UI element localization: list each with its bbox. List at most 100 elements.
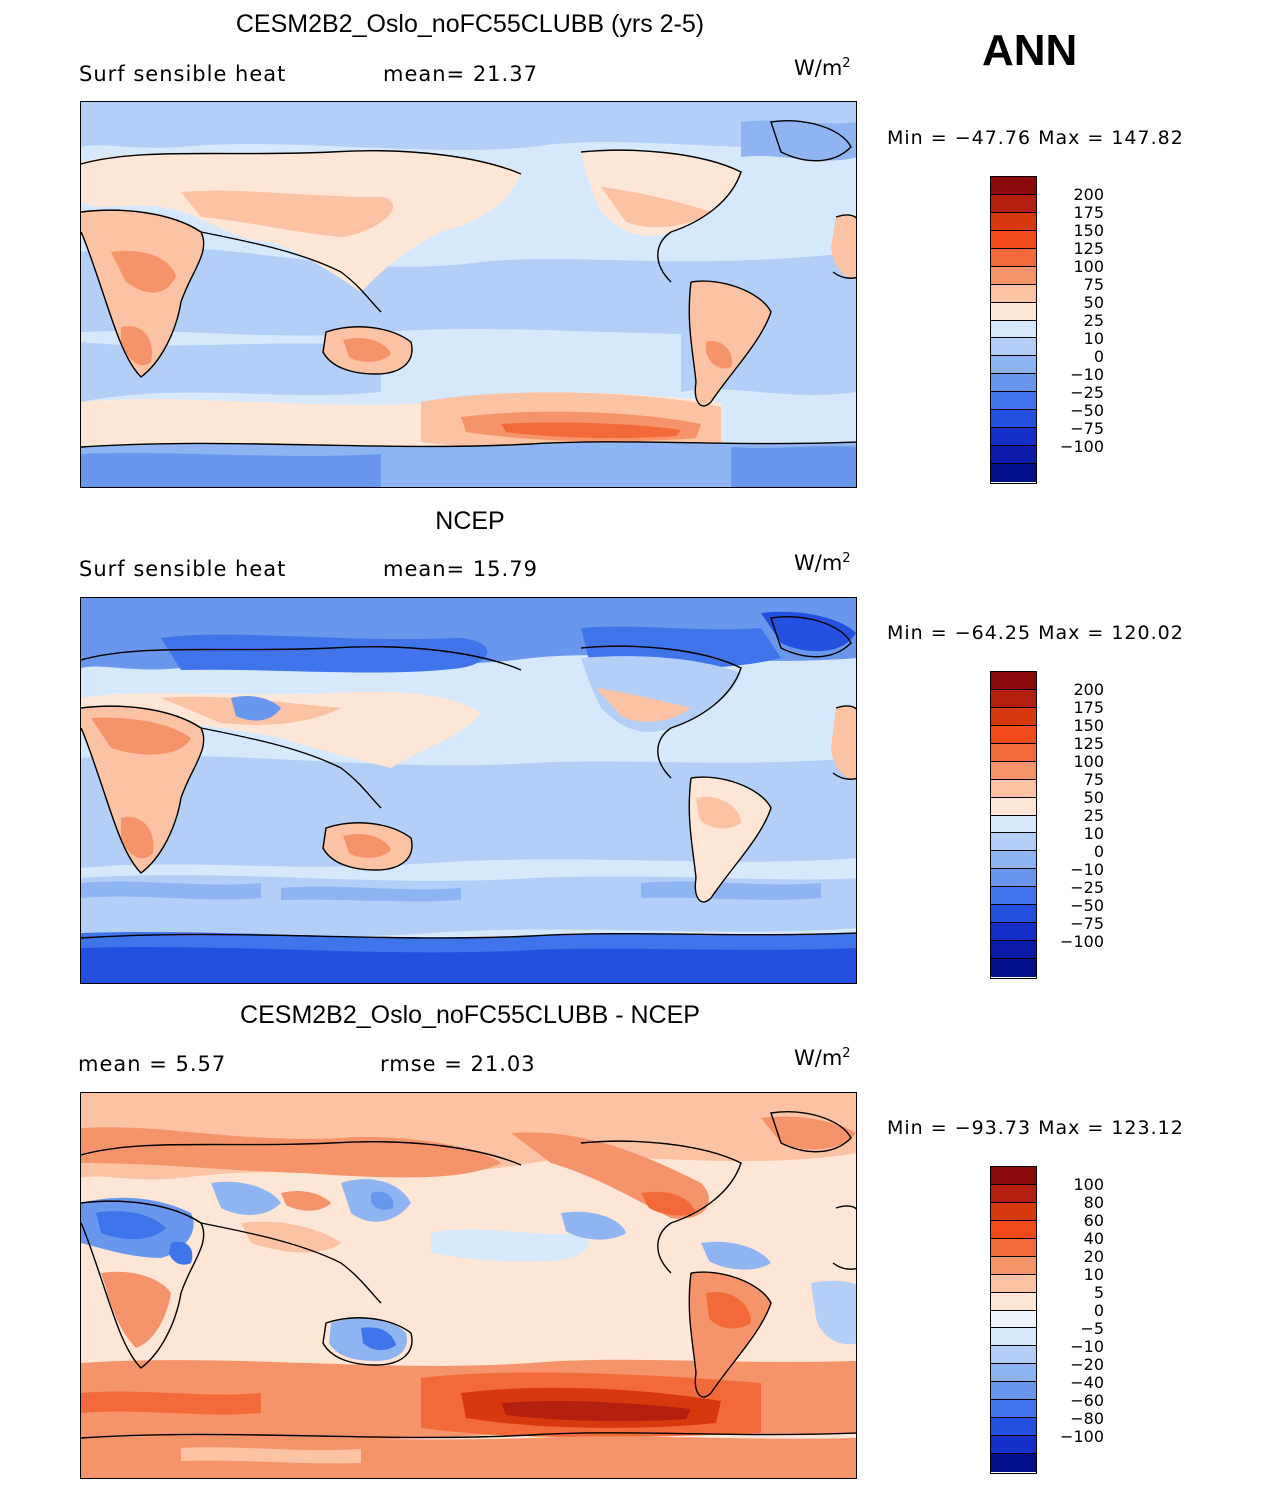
colorbar-tick-label: 25 bbox=[1083, 311, 1104, 331]
colorbar-swatch bbox=[991, 320, 1036, 339]
colorbar-tick-label: −50 bbox=[1070, 895, 1104, 915]
colorbar-tick-label: 125 bbox=[1073, 239, 1104, 259]
colorbar-tick-label: 100 bbox=[1073, 257, 1104, 277]
colorbar-tick-label: 50 bbox=[1083, 788, 1104, 808]
colorbar-swatch bbox=[991, 779, 1036, 798]
colorbar-swatch bbox=[991, 851, 1036, 870]
colorbar-swatch bbox=[991, 1256, 1036, 1275]
panel-2-title: NCEP bbox=[435, 507, 505, 535]
panel-1-map bbox=[80, 101, 857, 488]
colorbar-swatch bbox=[991, 833, 1036, 852]
colorbar-tick-label: 200 bbox=[1073, 185, 1104, 205]
panel-3-colorbar bbox=[990, 1166, 1037, 1474]
colorbar-swatch bbox=[991, 923, 1036, 942]
colorbar-tick-label: −100 bbox=[1060, 931, 1104, 951]
panel-2-units: W/m2 bbox=[794, 551, 851, 575]
panel-1-units: W/m2 bbox=[794, 56, 851, 80]
colorbar-tick-label: 75 bbox=[1083, 770, 1104, 790]
panel-3-mean-label: mean = 5.57 bbox=[78, 1052, 227, 1076]
colorbar-swatch bbox=[991, 212, 1036, 231]
colorbar-tick-label: −80 bbox=[1070, 1408, 1104, 1428]
colorbar-swatch bbox=[991, 1400, 1036, 1419]
panel-1-variable-label: Surf sensible heat bbox=[79, 62, 287, 86]
colorbar-swatch bbox=[991, 1220, 1036, 1239]
panel-1-minmax: Min = −47.76 Max = 147.82 bbox=[887, 127, 1184, 149]
colorbar-swatch bbox=[991, 1167, 1036, 1185]
panel-2-minmax: Min = −64.25 Max = 120.02 bbox=[887, 622, 1184, 644]
colorbar-tick-label: 150 bbox=[1073, 221, 1104, 241]
colorbar-tick-label: 10 bbox=[1083, 328, 1104, 348]
colorbar-tick-label: −100 bbox=[1060, 1426, 1104, 1446]
colorbar-tick-label: 0 bbox=[1093, 1301, 1104, 1321]
colorbar-swatch bbox=[991, 869, 1036, 888]
colorbar-swatch bbox=[991, 1202, 1036, 1221]
colorbar-tick-label: 10 bbox=[1083, 823, 1104, 843]
colorbar-tick-label: 75 bbox=[1083, 275, 1104, 295]
panel-1-mean-label: mean= 21.37 bbox=[383, 62, 538, 86]
colorbar-tick-label: 100 bbox=[1073, 752, 1104, 772]
colorbar-swatch bbox=[991, 302, 1036, 321]
colorbar-tick-label: −20 bbox=[1070, 1354, 1104, 1374]
colorbar-swatch bbox=[991, 464, 1036, 482]
panel-3-minmax: Min = −93.73 Max = 123.12 bbox=[887, 1117, 1184, 1139]
colorbar-swatch bbox=[991, 1184, 1036, 1203]
colorbar-swatch bbox=[991, 1274, 1036, 1293]
colorbar-tick-label: 175 bbox=[1073, 698, 1104, 718]
colorbar-tick-label: −40 bbox=[1070, 1372, 1104, 1392]
colorbar-tick-label: 80 bbox=[1083, 1193, 1104, 1213]
colorbar-swatch bbox=[991, 410, 1036, 429]
colorbar-tick-label: −25 bbox=[1070, 382, 1104, 402]
colorbar-swatch bbox=[991, 392, 1036, 411]
colorbar-swatch bbox=[991, 743, 1036, 762]
colorbar-tick-label: −10 bbox=[1070, 364, 1104, 384]
colorbar-tick-label: −75 bbox=[1070, 913, 1104, 933]
panel-1-colorbar bbox=[990, 176, 1037, 484]
colorbar-tick-label: 25 bbox=[1083, 806, 1104, 826]
colorbar-tick-label: 50 bbox=[1083, 293, 1104, 313]
panel-2-variable-label: Surf sensible heat bbox=[79, 557, 287, 581]
colorbar-swatch bbox=[991, 1310, 1036, 1329]
colorbar-tick-label: 40 bbox=[1083, 1229, 1104, 1249]
colorbar-tick-label: 0 bbox=[1093, 346, 1104, 366]
colorbar-tick-label: −10 bbox=[1070, 859, 1104, 879]
colorbar-swatch bbox=[991, 887, 1036, 906]
colorbar-swatch bbox=[991, 959, 1036, 977]
colorbar-swatch bbox=[991, 177, 1036, 195]
colorbar-tick-label: 0 bbox=[1093, 841, 1104, 861]
panel-3-map bbox=[80, 1092, 857, 1479]
colorbar-swatch bbox=[991, 1382, 1036, 1401]
colorbar-swatch bbox=[991, 266, 1036, 285]
colorbar-tick-label: −60 bbox=[1070, 1390, 1104, 1410]
colorbar-swatch bbox=[991, 1238, 1036, 1257]
panel-1-title: CESM2B2_Oslo_noFC55CLUBB (yrs 2-5) bbox=[235, 10, 705, 38]
colorbar-tick-label: 60 bbox=[1083, 1211, 1104, 1231]
colorbar-swatch bbox=[991, 1328, 1036, 1347]
colorbar-tick-label: 175 bbox=[1073, 203, 1104, 223]
colorbar-swatch bbox=[991, 1436, 1036, 1454]
colorbar-tick-label: −5 bbox=[1080, 1318, 1104, 1338]
panel-3-units: W/m2 bbox=[794, 1046, 851, 1070]
colorbar-swatch bbox=[991, 941, 1036, 959]
colorbar-tick-label: −25 bbox=[1070, 877, 1104, 897]
colorbar-swatch bbox=[991, 1418, 1036, 1437]
colorbar-swatch bbox=[991, 725, 1036, 744]
colorbar-swatch bbox=[991, 374, 1036, 393]
colorbar-tick-label: 150 bbox=[1073, 716, 1104, 736]
colorbar-swatch bbox=[991, 248, 1036, 267]
colorbar-swatch bbox=[991, 707, 1036, 726]
colorbar-swatch bbox=[991, 446, 1036, 464]
colorbar-tick-label: 100 bbox=[1073, 1175, 1104, 1195]
colorbar-tick-label: −50 bbox=[1070, 400, 1104, 420]
colorbar-swatch bbox=[991, 284, 1036, 303]
colorbar-swatch bbox=[991, 672, 1036, 690]
colorbar-swatch bbox=[991, 1454, 1036, 1472]
season-label: ANN bbox=[982, 26, 1078, 75]
colorbar-swatch bbox=[991, 428, 1036, 447]
colorbar-swatch bbox=[991, 338, 1036, 357]
panel-2-map bbox=[80, 597, 857, 984]
colorbar-swatch bbox=[991, 689, 1036, 708]
colorbar-swatch bbox=[991, 194, 1036, 213]
colorbar-tick-label: 200 bbox=[1073, 680, 1104, 700]
colorbar-tick-label: 125 bbox=[1073, 734, 1104, 754]
panel-3-rmse-label: rmse = 21.03 bbox=[380, 1052, 536, 1076]
